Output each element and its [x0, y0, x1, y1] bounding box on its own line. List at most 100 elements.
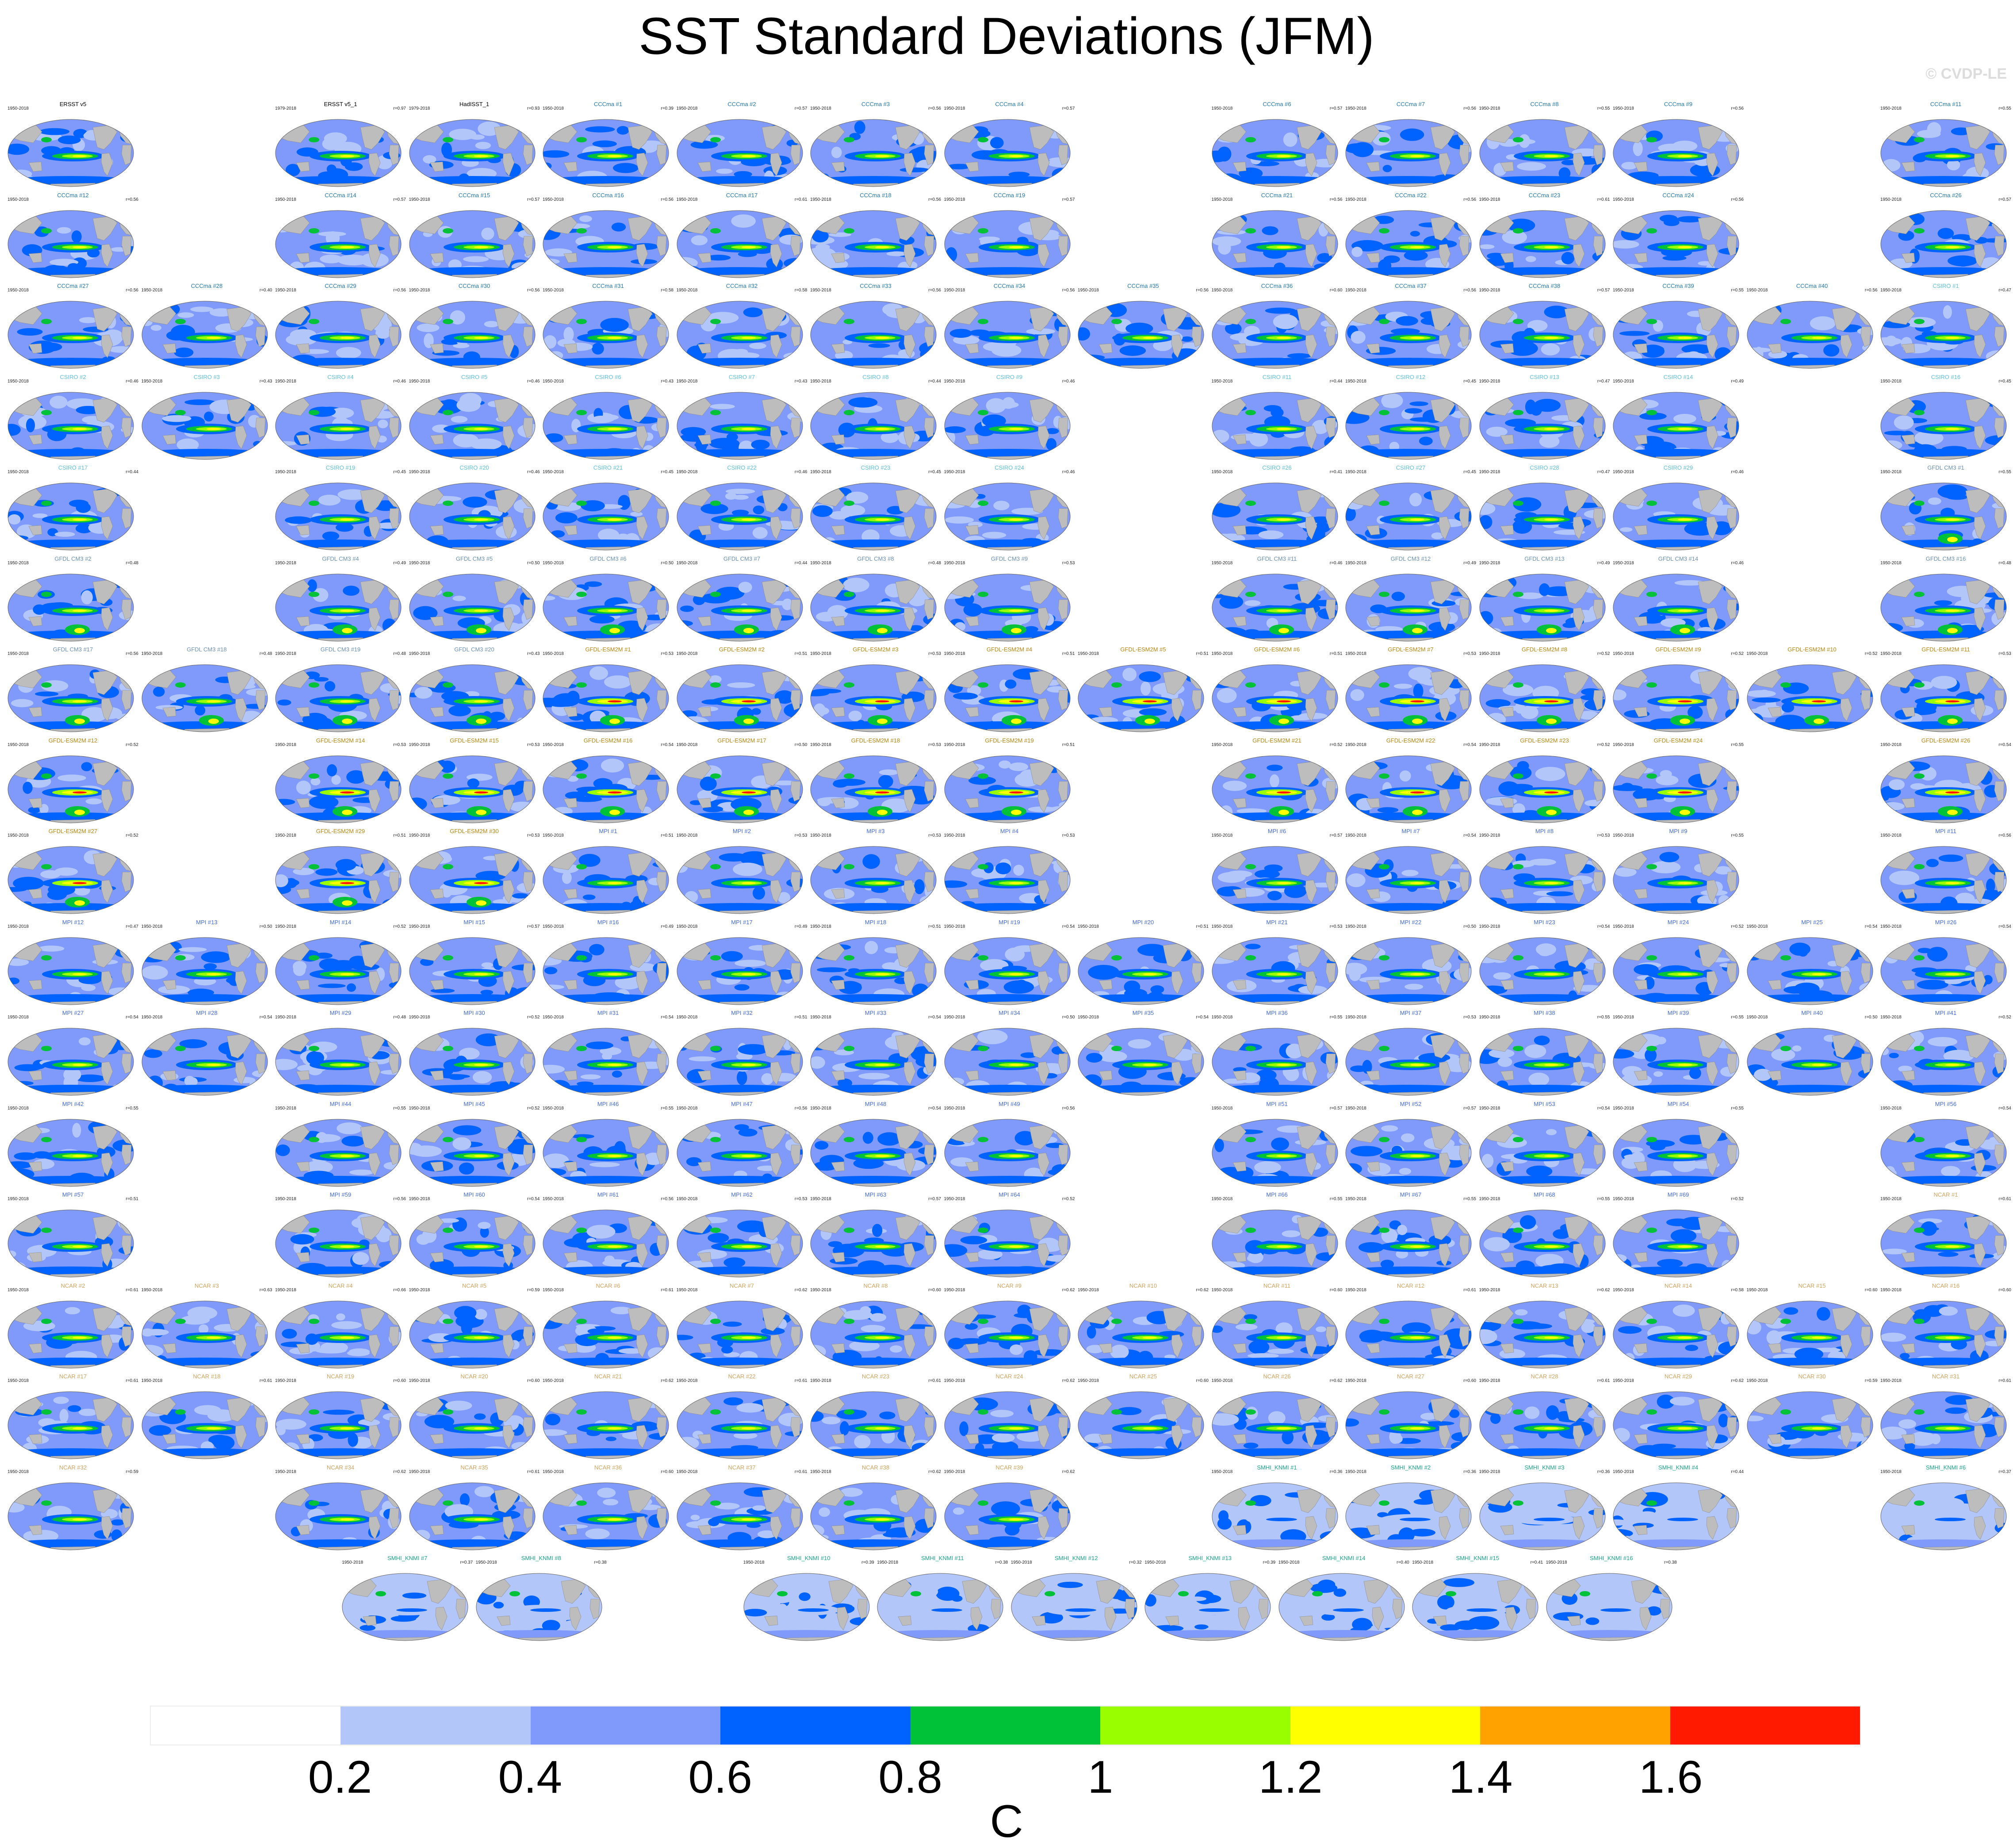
panel-years: 1950-2018 — [676, 106, 698, 111]
panel-years: 1950-2018 — [810, 1378, 831, 1383]
map-panel: GFDL CM3 #17 1950-2018 r=0.56 — [7, 646, 139, 735]
panel-years: 1950-2018 — [543, 288, 564, 293]
panel-years: 1950-2018 — [8, 1378, 29, 1383]
panel-title: CSIRO #17 — [58, 464, 88, 471]
panel-pattern-correlation: r=0.60 — [1998, 1287, 2011, 1293]
panel-title: CCCma #30 — [458, 283, 490, 289]
panel-years: 1950-2018 — [543, 1378, 564, 1383]
map-panel: GFDL-ESM2M #8 1950-2018 r=0.52 — [1478, 646, 1611, 735]
panel-title: GFDL CM3 #1 — [1927, 464, 1964, 471]
sst-map — [1613, 937, 1739, 1005]
sst-map — [275, 664, 402, 732]
panel-pattern-correlation: r=0.55 — [1731, 1015, 1744, 1020]
panel-pattern-correlation: r=0.53 — [794, 1197, 807, 1201]
map-panel: CCCma #32 1950-2018 r=0.58 — [676, 283, 808, 371]
sst-map — [810, 1482, 937, 1550]
map-panel: GFDL CM3 #13 1950-2018 r=0.49 — [1478, 555, 1611, 644]
map-panel: MPI #49 1950-2018 r=0.56 — [943, 1101, 1076, 1189]
panel-title: CCCma #18 — [860, 191, 892, 199]
sst-map — [543, 1391, 669, 1459]
map-panel: GFDL CM3 #11 1950-2018 r=0.46 — [1211, 555, 1343, 644]
panel-title: NCAR #26 — [1263, 1373, 1291, 1380]
map-panel: CSIRO #16 1950-2018 r=0.45 — [1879, 374, 2012, 462]
panel-pattern-correlation: r=0.51 — [928, 924, 941, 929]
panel-title: CSIRO #6 — [595, 373, 621, 380]
map-panel: SMHI_KNMI #12 1950-2018 r=0.32 — [1010, 1555, 1143, 1643]
panel-title: NCAR #5 — [462, 1282, 486, 1289]
panel-pattern-correlation: r=0.57 — [393, 197, 406, 202]
panel-title: NCAR #13 — [1531, 1282, 1558, 1289]
sst-map — [1345, 301, 1472, 369]
panel-pattern-correlation: r=0.46 — [527, 470, 540, 474]
map-panel: NCAR #30 1950-2018 r=0.59 — [1746, 1373, 1879, 1462]
colorbar-bin — [1670, 1706, 1860, 1745]
panel-pattern-correlation: r=0.56 — [1731, 197, 1744, 202]
panel-pattern-correlation: r=0.54 — [1062, 924, 1075, 929]
panel-years: 1950-2018 — [1613, 560, 1634, 566]
sst-map — [543, 1301, 669, 1368]
panel-pattern-correlation: r=0.53 — [1062, 833, 1075, 838]
panel-title: MPI #62 — [731, 1191, 753, 1198]
panel-title: MPI #63 — [865, 1191, 887, 1198]
panel-pattern-correlation: r=0.52 — [1062, 1197, 1075, 1201]
panel-years: 1950-2018 — [1613, 1106, 1634, 1111]
sst-map — [275, 755, 402, 823]
panel-title: SMHI_KNMI #14 — [1322, 1555, 1366, 1561]
panel-years: 1950-2018 — [810, 1197, 831, 1201]
panel-years: 1950-2018 — [1479, 470, 1500, 474]
map-panel: MPI #16 1950-2018 r=0.49 — [542, 919, 674, 1007]
panel-title: CCCma #17 — [726, 191, 758, 199]
map-panel: MPI #44 1950-2018 r=0.55 — [274, 1101, 407, 1189]
map-panel: GFDL CM3 #2 1950-2018 r=0.48 — [7, 555, 139, 644]
sst-map — [677, 1391, 803, 1459]
panel-title: MPI #11 — [1935, 828, 1956, 834]
panel-years: 1950-2018 — [409, 1469, 430, 1474]
panel-years: 1950-2018 — [877, 1560, 899, 1565]
panel-title: MPI #31 — [597, 1010, 619, 1016]
panel-pattern-correlation: r=0.52 — [126, 742, 138, 747]
map-panel: CCCma #8 1950-2018 r=0.55 — [1478, 101, 1611, 189]
map-panel: MPI #33 1950-2018 r=0.54 — [809, 1010, 942, 1098]
sst-map — [677, 755, 803, 823]
sst-map — [677, 1301, 803, 1368]
sst-map — [677, 574, 803, 641]
panel-title: CSIRO #14 — [1663, 373, 1693, 380]
panel-title: GFDL CM3 #8 — [857, 555, 894, 562]
panel-title: MPI #48 — [865, 1100, 887, 1107]
sst-map — [1345, 1028, 1472, 1096]
panel-years: 1950-2018 — [1345, 651, 1366, 656]
panel-pattern-correlation: r=0.61 — [1597, 197, 1610, 202]
sst-map — [142, 1028, 268, 1096]
sst-map — [142, 392, 268, 459]
panel-pattern-correlation: r=0.54 — [126, 1015, 138, 1020]
sst-map — [8, 1119, 134, 1186]
map-panel: NCAR #4 1950-2018 r=0.66 — [274, 1282, 407, 1371]
panel-title: CCCma #38 — [1528, 283, 1561, 289]
sst-map — [409, 755, 535, 823]
map-panel: CSIRO #19 1950-2018 r=0.45 — [274, 464, 407, 553]
panel-pattern-correlation: r=0.43 — [794, 379, 807, 384]
panel-title: CSIRO #26 — [1262, 464, 1292, 471]
panel-title: CSIRO #2 — [60, 373, 86, 380]
panel-years: 1950-2018 — [1880, 379, 1902, 384]
panel-title: NCAR #8 — [863, 1282, 888, 1289]
panel-years: 1950-2018 — [141, 1378, 163, 1383]
sst-map — [944, 846, 1070, 914]
sst-map — [1479, 1301, 1605, 1368]
panel-pattern-correlation: r=0.51 — [661, 833, 674, 838]
panel-pattern-correlation: r=0.55 — [126, 1106, 138, 1111]
panel-pattern-correlation: r=0.46 — [1731, 470, 1744, 474]
panel-years: 1950-2018 — [1880, 197, 1902, 202]
sst-map — [409, 937, 535, 1005]
sst-map — [944, 210, 1070, 278]
panel-years: 1950-2018 — [1345, 470, 1366, 474]
sst-map — [1345, 1119, 1472, 1186]
panel-title: GFDL CM3 #20 — [454, 646, 494, 653]
sst-map — [1078, 301, 1204, 369]
panel-pattern-correlation: r=0.54 — [661, 1015, 674, 1020]
sst-map — [543, 574, 669, 641]
sst-map — [944, 755, 1070, 823]
sst-map — [1212, 392, 1338, 459]
panel-years: 1950-2018 — [409, 288, 430, 293]
map-panel: NCAR #38 1950-2018 r=0.62 — [809, 1464, 942, 1553]
